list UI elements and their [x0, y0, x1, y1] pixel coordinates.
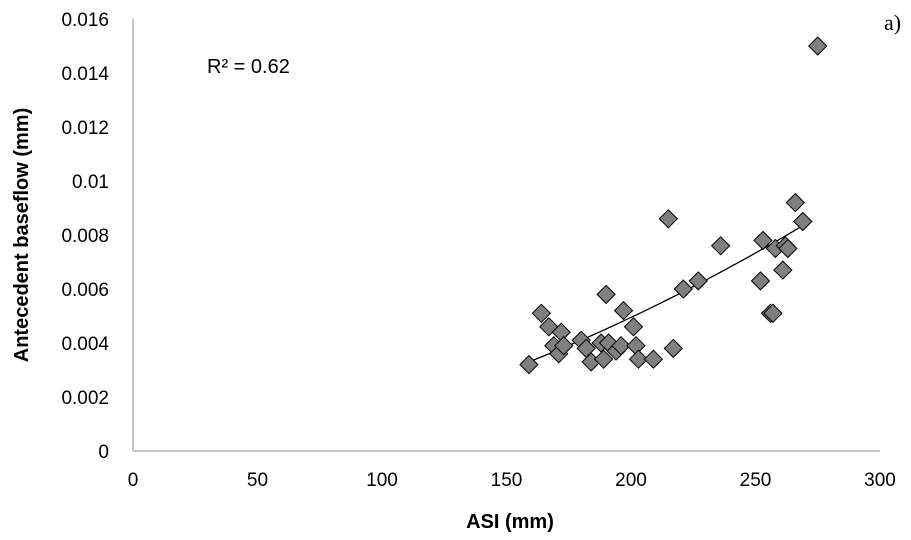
data-point — [673, 279, 693, 299]
data-point — [658, 209, 679, 229]
x-tick-label: 250 — [740, 470, 772, 491]
x-tick-label: 100 — [366, 470, 398, 491]
data-point — [519, 354, 539, 375]
y-tick-label: 0.014 — [61, 64, 109, 85]
y-tick-label: 0.012 — [61, 118, 109, 139]
panel-label: a) — [884, 10, 901, 35]
y-tick-label: 0.004 — [61, 334, 109, 355]
y-tick-label: 0.016 — [61, 10, 109, 31]
x-tick-label: 300 — [864, 470, 896, 491]
data-point — [596, 284, 616, 305]
data-point — [663, 338, 684, 359]
y-tick-label: 0.01 — [72, 172, 109, 193]
data-point — [613, 300, 634, 321]
y-tick-label: 0.006 — [61, 280, 109, 301]
y-tick-label: 0.008 — [61, 226, 109, 247]
x-tick-labels: 0 50 100 150 200 250 300 — [128, 470, 896, 491]
axes — [132, 19, 880, 452]
data-point — [753, 230, 773, 251]
x-tick-label: 0 — [128, 470, 139, 491]
data-point — [793, 211, 813, 232]
data-point — [710, 236, 731, 256]
data-point — [773, 260, 793, 280]
data-point — [531, 303, 552, 324]
data-point — [688, 271, 708, 291]
y-axis-title: Antecedent baseflow (mm) — [11, 108, 33, 362]
data-point — [643, 349, 664, 369]
y-tick-labels: 0 0.002 0.004 0.006 0.008 0.01 0.012 0.014 0.016 — [61, 10, 109, 463]
data-point — [778, 238, 798, 259]
x-tick-label: 150 — [491, 470, 523, 491]
x-axis-title: ASI (mm) — [466, 511, 554, 533]
data-point — [593, 349, 614, 369]
x-tick-label: 200 — [615, 470, 647, 491]
data-point — [808, 36, 828, 56]
data-point — [611, 335, 631, 356]
y-tick-label: 0.002 — [61, 388, 109, 409]
data-point — [785, 192, 806, 213]
data-point — [628, 349, 649, 369]
data-point — [554, 335, 574, 356]
data-point — [750, 271, 771, 291]
data-points — [519, 36, 828, 375]
y-tick-label: 0 — [98, 442, 109, 463]
data-point — [623, 317, 644, 337]
x-tick-label: 50 — [247, 470, 268, 491]
data-point — [763, 303, 783, 324]
r-squared-annotation: R² = 0.62 — [207, 56, 290, 78]
